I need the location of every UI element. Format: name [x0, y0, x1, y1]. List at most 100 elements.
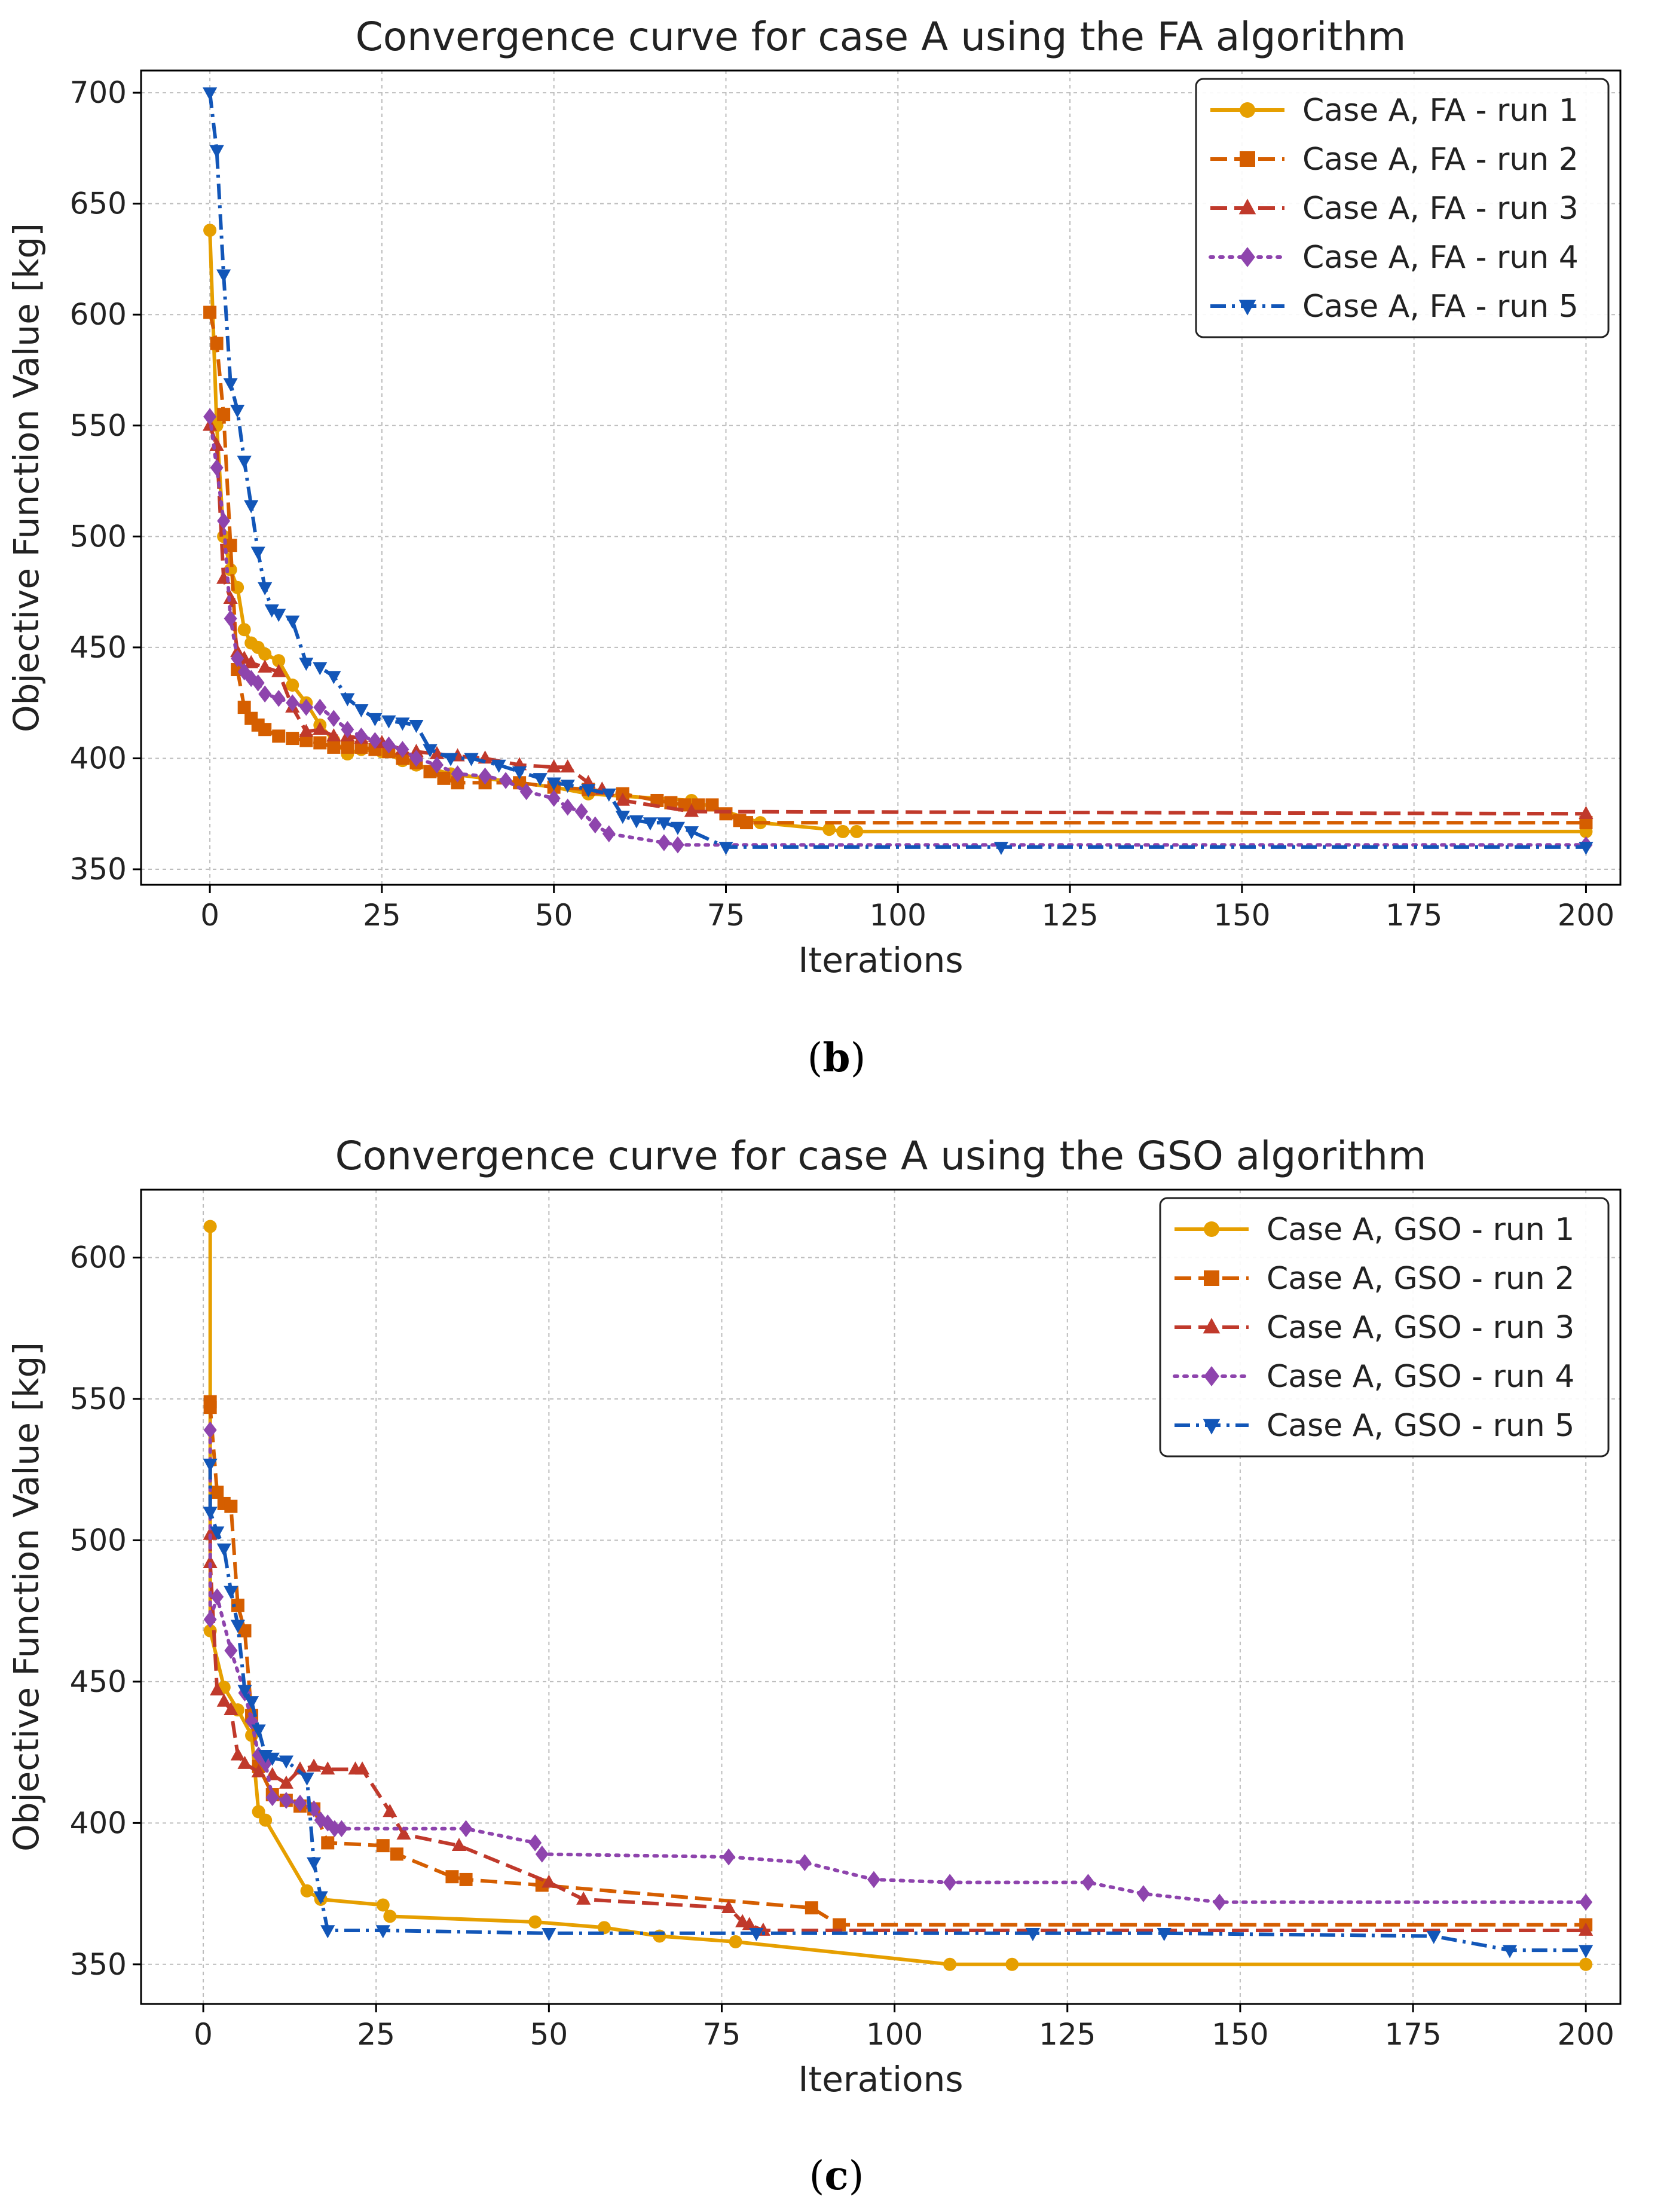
- data-point: [203, 1401, 217, 1414]
- data-point: [1136, 1885, 1150, 1902]
- data-point: [210, 1526, 225, 1540]
- grid: [141, 71, 1620, 885]
- data-point: [223, 378, 238, 392]
- series-2: [203, 1395, 1593, 1932]
- data-point: [251, 1724, 266, 1738]
- data-point: [300, 1884, 314, 1898]
- data-point: [1025, 1927, 1041, 1941]
- data-point: [542, 1874, 556, 1888]
- data-point: [203, 1421, 217, 1439]
- data-point: [251, 674, 265, 692]
- data-point: [299, 723, 314, 737]
- data-point: [341, 740, 354, 754]
- data-point: [250, 546, 265, 560]
- data-point: [409, 750, 423, 767]
- data-point: [216, 1693, 231, 1707]
- data-point: [383, 1804, 397, 1817]
- legend-marker: [1240, 151, 1255, 167]
- data-point: [437, 771, 451, 785]
- data-point: [396, 741, 409, 758]
- panel-label-c: (c): [809, 2152, 864, 2199]
- data-point: [258, 647, 272, 661]
- data-point: [321, 1836, 335, 1850]
- legend-label: Case A, FA - run 5: [1302, 289, 1579, 325]
- legend-label: Case A, FA - run 4: [1302, 240, 1579, 276]
- data-point: [259, 1755, 273, 1773]
- data-point: [423, 744, 438, 757]
- data-point: [1579, 1922, 1594, 1936]
- legend-marker: [1204, 1221, 1219, 1237]
- data-point: [264, 604, 279, 618]
- legend-marker: [1240, 102, 1255, 118]
- data-point: [327, 740, 341, 754]
- legend-marker: [1203, 1318, 1221, 1334]
- data-point: [210, 1486, 224, 1499]
- data-point: [368, 713, 383, 726]
- data-point: [354, 704, 369, 718]
- legend-marker: [1240, 247, 1255, 267]
- data-point: [251, 1764, 266, 1778]
- data-point: [1579, 842, 1594, 856]
- data-point: [320, 1761, 335, 1775]
- data-point: [203, 87, 218, 101]
- data-point: [354, 728, 368, 745]
- data-point: [231, 650, 244, 667]
- data-point: [354, 740, 368, 754]
- series-5: [203, 87, 1594, 856]
- data-point: [299, 658, 314, 671]
- data-point: [396, 1826, 411, 1840]
- data-point: [286, 678, 299, 692]
- legend-label: Case A, GSO - run 2: [1267, 1261, 1574, 1297]
- series-2: [203, 305, 1593, 830]
- data-point: [203, 305, 217, 319]
- data-point: [601, 789, 616, 802]
- data-point: [597, 1921, 611, 1935]
- data-point: [320, 1925, 335, 1939]
- x-tick-label: 0: [200, 898, 219, 933]
- data-point: [382, 736, 396, 754]
- data-point: [293, 1794, 307, 1812]
- data-point: [560, 780, 575, 793]
- data-point: [279, 1755, 293, 1769]
- x-axis-label: Iterations: [798, 940, 963, 980]
- data-point: [341, 720, 354, 738]
- data-point: [313, 662, 328, 676]
- data-point: [258, 659, 273, 673]
- data-point: [798, 1854, 812, 1871]
- x-tick-label: 150: [1213, 898, 1270, 933]
- y-tick-label: 450: [70, 630, 127, 665]
- x-tick-label: 25: [363, 898, 401, 933]
- data-point: [203, 1507, 218, 1520]
- data-point: [203, 224, 217, 237]
- data-point: [1005, 1957, 1019, 1971]
- legend-label: Case A, GSO - run 3: [1267, 1310, 1574, 1346]
- data-point: [326, 671, 341, 685]
- data-point: [244, 655, 259, 668]
- data-point: [244, 500, 259, 514]
- y-tick-label: 500: [70, 1523, 127, 1557]
- x-axis-label: Iterations: [798, 2059, 963, 2100]
- x-tick-label: 200: [1558, 898, 1614, 933]
- data-point: [237, 456, 252, 469]
- data-point: [259, 1813, 273, 1827]
- x-tick-label: 75: [703, 2017, 741, 2052]
- y-tick-label: 650: [70, 187, 127, 221]
- data-point: [258, 582, 273, 595]
- data-point: [1426, 1930, 1441, 1944]
- data-point: [749, 1927, 764, 1941]
- data-point: [451, 765, 464, 783]
- y-axis-label: Objective Function Value [kg]: [6, 1342, 47, 1852]
- data-point: [993, 842, 1009, 856]
- data-point: [546, 759, 561, 773]
- legend-label: Case A, FA - run 2: [1302, 142, 1579, 178]
- data-point: [230, 405, 245, 418]
- data-point: [464, 753, 479, 766]
- data-point: [203, 1555, 218, 1569]
- data-point: [230, 1747, 246, 1761]
- data-point: [203, 1526, 218, 1540]
- data-point: [327, 710, 341, 727]
- data-point: [740, 816, 754, 830]
- data-point: [721, 1900, 736, 1914]
- series-line: [208, 92, 1586, 849]
- data-point: [836, 824, 850, 838]
